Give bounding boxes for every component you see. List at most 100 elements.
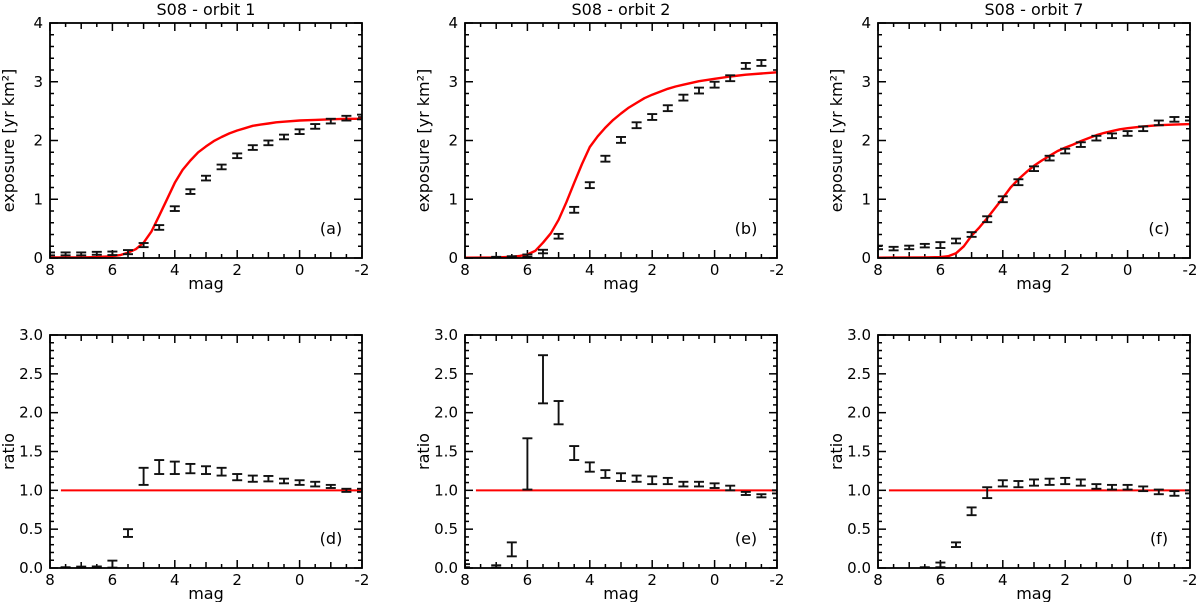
panel-e-letter-label: (e) [735,529,757,548]
panel-e-xtick-label: -2 [770,571,785,589]
panel-d-xtick-label: -2 [355,571,370,589]
panel-a-xtick-label: 0 [295,261,305,279]
panel-f-data-points [919,476,1190,568]
panel-b-ytick-label: 1 [448,190,458,208]
panel-e-xtick-label: 0 [710,571,720,589]
panel-f-tick-labels: 8 6 4 2 0 -2 0.0 0.5 1.0 1.5 2.0 2.5 3.0 [847,326,1197,589]
panel-c-xtick-label: 8 [873,261,883,279]
panel-d-ytick-label: 2.5 [19,365,43,383]
panel-f: 8 6 4 2 0 -2 0.0 0.5 1.0 1.5 2.0 2.5 3.0 mag ratio (f) [827,326,1197,602]
panel-f-xtick-label: 0 [1123,571,1133,589]
panel-d-xtick-label: 0 [295,571,305,589]
panel-a-frame [49,22,363,259]
panel-c-frame [877,22,1191,259]
panel-b-ytick-label: 2 [448,132,458,150]
panel-e-xtick-label: 4 [585,571,595,589]
panel-a-ticks [49,22,363,259]
panel-c-ytick-label: 2 [861,132,871,150]
panel-f-xtick-label: 2 [1060,571,1070,589]
panel-f-ytick-label: 1.0 [847,481,871,499]
panel-c-ytick-label: 4 [861,14,871,32]
panel-d-ytick-label: 3.0 [19,326,43,344]
panel-d-ticks [49,334,363,569]
panel-b-xtick-label: -2 [770,261,785,279]
panel-a: 8 6 4 2 0 -2 0 1 2 3 4 mag exposure [yr km²] S08 - or… [0,0,369,293]
panel-f-ytick-label: 1.5 [847,443,871,461]
panel-f-xtick-label: 6 [936,571,946,589]
panel-f-frame [877,334,1191,569]
panel-a-xtick-label: 4 [170,261,180,279]
panel-a-title: S08 - orbit 1 [157,0,256,19]
panel-d-ytick-label: 1.0 [19,481,43,499]
panel-a-model-curve [50,117,362,258]
panel-b-tick-labels: 8 6 4 2 0 -2 0 1 2 3 4 [448,14,784,279]
panel-f-xtick-label: -2 [1183,571,1198,589]
panel-c-xtick-label: 6 [936,261,946,279]
panel-f-ytick-label: 2.5 [847,365,871,383]
panel-b-ylabel: exposure [yr km²] [414,69,433,213]
panel-d-ytick-label: 0.0 [19,559,43,577]
panel-b-model-curve [465,71,777,258]
panel-f-letter-label: (f) [1150,529,1168,548]
panel-c-letter-label: (c) [1148,219,1169,238]
panel-f-ticks [877,334,1191,569]
panel-c-xtick-label: 4 [998,261,1008,279]
panel-e-ticks [464,334,778,569]
panel-a-xtick-label: 8 [45,261,55,279]
panel-e-ytick-label: 2.0 [434,404,458,422]
panel-e-ytick-label: 3.0 [434,326,458,344]
panel-a-tick-labels: 8 6 4 2 0 -2 0 1 2 3 4 [33,14,369,279]
panel-a-ytick-label: 0 [33,249,43,267]
panel-a-ytick-label: 4 [33,14,43,32]
panel-a-xtick-label: -2 [355,261,370,279]
panel-f-xtick-label: 8 [873,571,883,589]
panel-b-xtick-label: 0 [710,261,720,279]
panel-d-ytick-label: 2.0 [19,404,43,422]
panel-e-tick-labels: 8 6 4 2 0 -2 0.0 0.5 1.0 1.5 2.0 2.5 3.0 [434,326,784,589]
panel-b-ytick-label: 3 [448,73,458,91]
panel-b: 8 6 4 2 0 -2 0 1 2 3 4 mag exposure [yr km²] S08 - or… [414,0,784,293]
panel-d: 8 6 4 2 0 -2 0.0 0.5 1.0 1.5 2.0 2.5 3.0 mag ratio (d) [0,326,369,602]
panel-d-xlabel: mag [188,584,224,602]
panel-f-ytick-label: 0.5 [847,520,871,538]
panel-c-tick-labels: 8 6 4 2 0 -2 0 1 2 3 4 [861,14,1197,279]
panel-c: 8 6 4 2 0 -2 0 1 2 3 4 mag exposure [yr km²] S08 - or… [827,0,1197,293]
panel-c-ytick-label: 1 [861,190,871,208]
panel-d-ytick-label: 0.5 [19,520,43,538]
panel-d-xtick-label: 8 [45,571,55,589]
panel-e-xtick-label: 6 [523,571,533,589]
panel-a-ylabel: exposure [yr km²] [0,69,18,213]
panel-c-title: S08 - orbit 7 [985,0,1084,19]
panel-b-ytick-label: 0 [448,249,458,267]
panel-b-xtick-label: 8 [460,261,470,279]
panel-c-model-curve [878,122,1190,258]
panel-c-xtick-label: 0 [1123,261,1133,279]
panel-b-frame [464,22,778,259]
panel-d-letter-label: (d) [320,529,343,548]
panel-b-xtick-label: 6 [523,261,533,279]
panel-f-ytick-label: 0.0 [847,559,871,577]
panel-e-ytick-label: 2.5 [434,365,458,383]
panel-f-ylabel: ratio [827,433,846,470]
panel-a-ytick-label: 1 [33,190,43,208]
panel-e-xtick-label: 2 [647,571,657,589]
panel-d-xtick-label: 6 [108,571,118,589]
panel-a-xtick-label: 2 [232,261,242,279]
panel-e-ytick-label: 1.0 [434,481,458,499]
panel-e: 8 6 4 2 0 -2 0.0 0.5 1.0 1.5 2.0 2.5 3.0 mag ratio (e) [414,326,784,602]
panel-c-xtick-label: -2 [1183,261,1198,279]
panel-f-ytick-label: 2.0 [847,404,871,422]
panel-a-letter-label: (a) [320,219,342,238]
panel-b-letter-label: (b) [735,219,758,238]
panel-d-ytick-label: 1.5 [19,443,43,461]
panel-b-xlabel: mag [603,274,639,293]
panel-b-ytick-label: 4 [448,14,458,32]
panel-c-ytick-label: 3 [861,73,871,91]
panel-e-ylabel: ratio [414,433,433,470]
panel-f-ytick-label: 3.0 [847,326,871,344]
panel-e-ytick-label: 0.5 [434,520,458,538]
panel-d-frame [49,334,363,569]
panel-d-data-points [60,459,362,568]
